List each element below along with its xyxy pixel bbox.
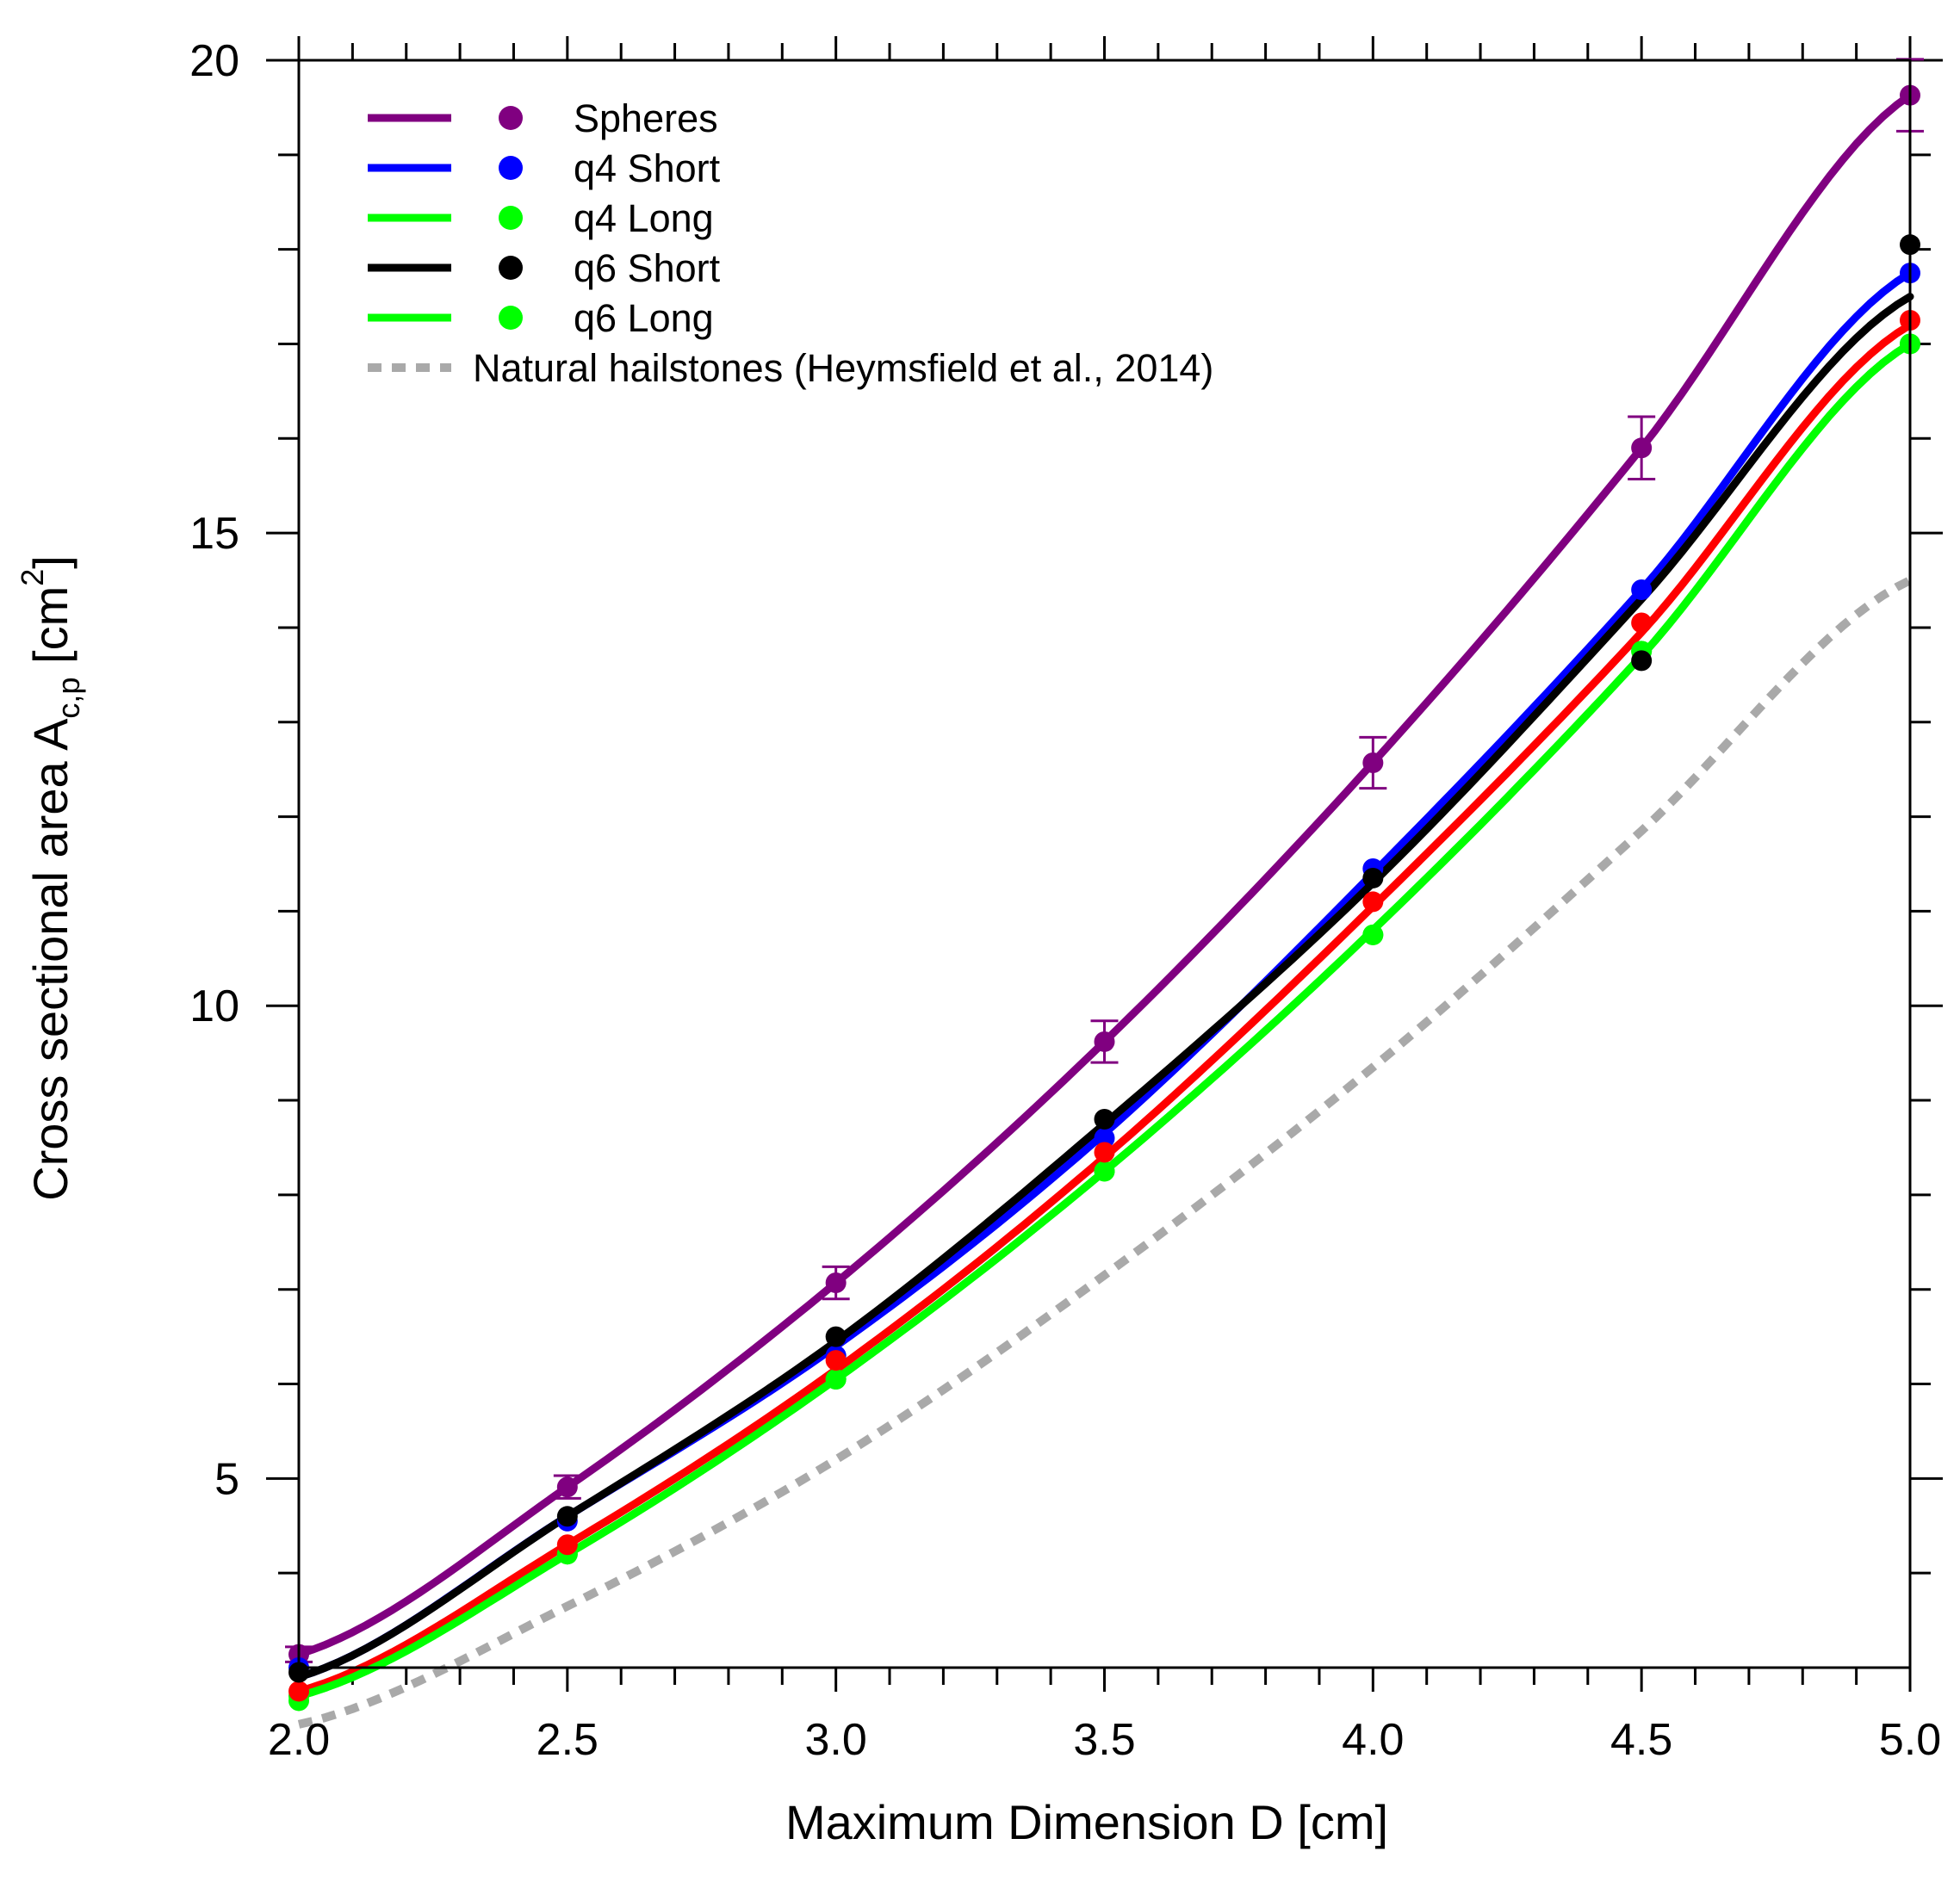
data-point-spheres (556, 1477, 578, 1498)
data-point-red (288, 1681, 309, 1702)
data-point-spheres (825, 1272, 847, 1294)
x-tick-label: 5.0 (1879, 1715, 1941, 1765)
data-point-q4-short (1631, 579, 1653, 601)
x-tick-label: 2.5 (537, 1715, 599, 1765)
x-axis-title: Maximum Dimension D [cm] (785, 1795, 1388, 1849)
data-point-red (1631, 612, 1653, 634)
series-line-natural (297, 576, 1913, 1729)
series-points (288, 84, 1920, 1712)
data-point-q4-long (1094, 1161, 1115, 1182)
axis-ticks (266, 36, 1943, 1692)
data-point-q6-short (556, 1506, 578, 1527)
legend-label: Spheres (574, 96, 718, 140)
y-axis-title-main: Cross sectional area A (23, 718, 78, 1201)
y-axis-title-unit: [cm (23, 586, 78, 678)
x-tick-label: 3.0 (805, 1715, 867, 1765)
legend-marker (499, 106, 523, 130)
legend-label: q6 Long (574, 296, 714, 340)
legend-label: q6 Short (574, 246, 721, 290)
legend-label: q4 Short (574, 146, 721, 190)
data-point-red (825, 1350, 847, 1371)
plot-frame (297, 59, 1912, 1669)
x-tick-label: 4.0 (1342, 1715, 1404, 1765)
legend-label: Natural hailstones (Heymsfield et al., 2… (473, 346, 1213, 390)
y-axis-title-subscript: c,p (51, 678, 86, 719)
data-point-spheres (1094, 1031, 1115, 1052)
data-point-red (1094, 1142, 1115, 1163)
data-point-q4-short (1094, 1127, 1115, 1148)
data-point-red (556, 1534, 578, 1556)
x-tick-label: 4.5 (1610, 1715, 1672, 1765)
legend-label: q4 Long (574, 196, 714, 240)
legend: Spheres q4 Short q4 Long q6 Short q6 Long Nat… (368, 96, 1213, 390)
data-point-spheres (1631, 437, 1653, 459)
legend-marker (499, 206, 523, 230)
data-point-q6-short (1362, 867, 1384, 888)
data-point-q4-long (1362, 924, 1384, 945)
tick-labels: 2.0 2.5 3.0 3.5 4.0 4.5 5.0 5 10 15 20 (189, 36, 1941, 1765)
y-axis-title: Cross sectional area Ac,p [cm2] (15, 555, 86, 1201)
y-tick-label: 20 (189, 36, 239, 86)
legend-marker (499, 156, 523, 180)
legend-marker (499, 256, 523, 280)
x-tick-label: 2.0 (268, 1715, 330, 1765)
y-tick-label: 10 (189, 981, 239, 1031)
data-point-q6-short (825, 1326, 847, 1347)
data-point-spheres (1362, 752, 1384, 773)
x-tick-label: 3.5 (1073, 1715, 1135, 1765)
data-point-q6-short (1631, 650, 1653, 672)
y-tick-label: 15 (189, 509, 239, 559)
data-point-red (1362, 891, 1384, 913)
y-tick-label: 5 (214, 1454, 239, 1504)
y-axis-title-superscript: 2 (15, 569, 50, 586)
y-axis-title-close: ] (23, 555, 78, 569)
data-point-q4-long (825, 1369, 847, 1390)
legend-marker (499, 306, 523, 330)
data-point-q6-short (1094, 1109, 1115, 1130)
